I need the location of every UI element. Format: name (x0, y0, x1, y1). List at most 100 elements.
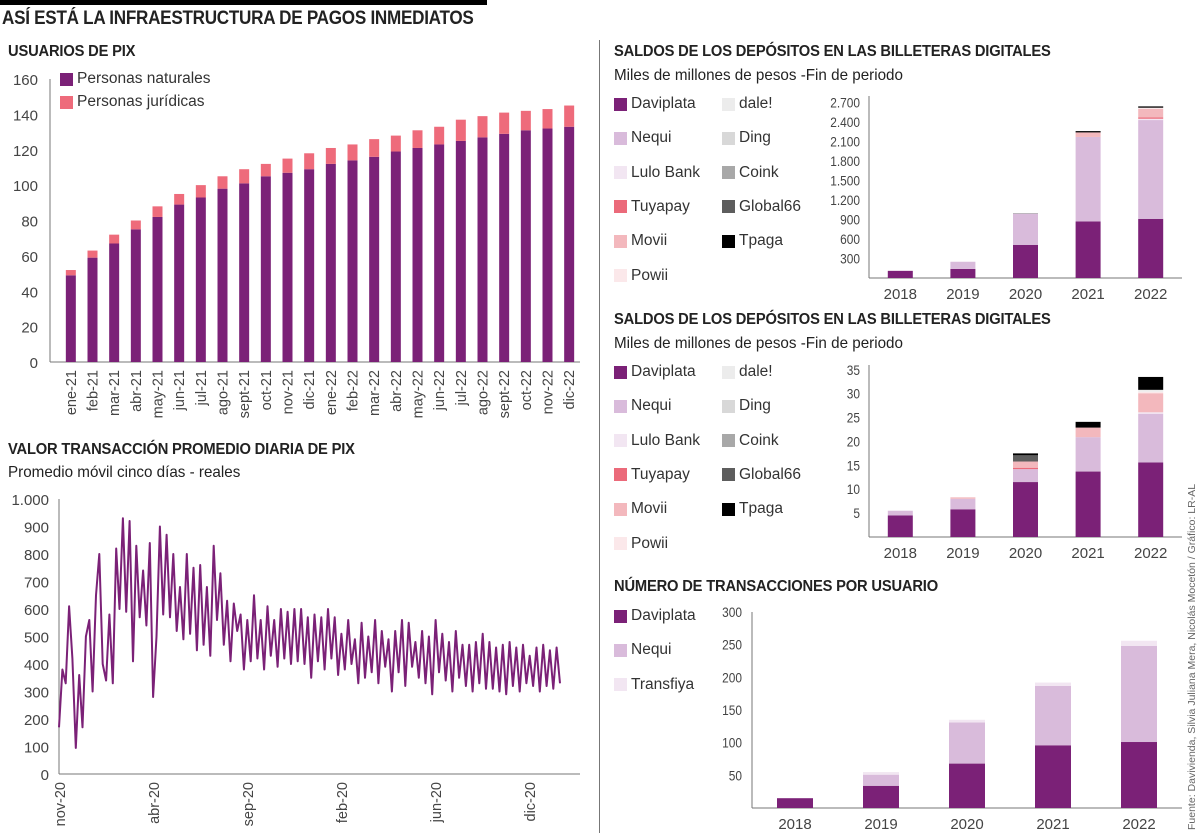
legend-swatch (614, 643, 627, 657)
y-tick-label: 150 (722, 702, 742, 718)
legend-item: Daviplata (614, 95, 696, 113)
legend-swatch (60, 72, 73, 86)
y-tick-label: 1.200 (830, 192, 860, 208)
legend-item: Nequi (614, 641, 672, 659)
x-tick-label: 2018 (884, 286, 917, 303)
bar-segment (87, 250, 98, 258)
x-tick-label: 2019 (864, 816, 897, 833)
bar-segment (1013, 467, 1038, 470)
bar-segment (887, 510, 913, 516)
bar-segment (863, 785, 899, 808)
legend-label: Lulo Bank (631, 163, 700, 181)
legend-item: Tpaga (722, 500, 783, 518)
legend-label: Nequi (631, 397, 672, 415)
bar-segment (1138, 391, 1164, 394)
bar-segment (282, 158, 293, 173)
legend-item: Tuyapay (614, 466, 690, 484)
x-tick-label: sep-20 (241, 782, 257, 826)
bar-segment (1035, 685, 1071, 746)
y-tick-label: 600 (840, 231, 860, 247)
legend-item: Coink (722, 164, 779, 182)
x-tick-label: 2022 (1134, 286, 1167, 303)
bar-segment (1075, 221, 1101, 278)
x-tick-label: ago-22 (476, 370, 492, 415)
y-tick-label: 100 (24, 740, 49, 757)
x-tick-label: nov-20 (53, 782, 69, 826)
legend-swatch (722, 434, 735, 448)
x-tick-label: dic-20 (523, 782, 539, 822)
bar-segment (949, 722, 985, 764)
bar-segment (1138, 109, 1164, 118)
y-tick-label: 1.000 (11, 492, 49, 509)
bar-segment (887, 515, 913, 537)
bar-segment (777, 798, 813, 808)
y-tick-label: 10 (847, 481, 860, 497)
bar-segment (950, 261, 976, 269)
bar-segment (1075, 427, 1101, 438)
x-tick-label: 2020 (950, 816, 983, 833)
x-tick-label: 2022 (1122, 816, 1155, 833)
x-tick-label: sept-21 (237, 370, 253, 418)
x-tick-label: mar-21 (107, 370, 123, 416)
y-tick-label: 2.100 (830, 134, 860, 150)
y-tick-label: 120 (13, 143, 38, 160)
x-tick-label: may-22 (411, 370, 427, 418)
bar-segment (239, 169, 250, 184)
y-tick-label: 100 (722, 735, 742, 751)
y-tick-label: 500 (24, 630, 49, 647)
x-tick-label: may-21 (151, 370, 167, 418)
legend-item: Coink (722, 432, 779, 450)
bar-segment (1138, 393, 1164, 413)
legend-label: Powii (631, 534, 669, 552)
y-tick-label: 2.400 (830, 114, 860, 130)
legend-swatch (614, 97, 627, 111)
y-tick-label: 50 (729, 767, 742, 783)
chart-subtitle-valor: Promedio móvil cinco días - reales (8, 464, 241, 481)
x-tick-label: dic-22 (562, 370, 578, 410)
y-tick-label: 80 (21, 214, 38, 231)
legend-item: Global66 (722, 198, 801, 216)
y-tick-label: 2.700 (830, 95, 860, 111)
x-tick-label: 2022 (1134, 545, 1167, 562)
y-tick-label: 20 (21, 320, 38, 337)
y-tick-label: 600 (24, 602, 49, 619)
x-tick-label: 2021 (1071, 545, 1104, 562)
bar-segment (1138, 218, 1164, 278)
chart-subtitle-saldos-b: Miles de millones de pesos -Fin de perio… (614, 335, 903, 352)
x-tick-label: jul-21 (194, 370, 210, 406)
legend-item: dale! (722, 95, 773, 113)
x-tick-label: oct-21 (259, 370, 275, 410)
y-tick-label: 5 (853, 505, 860, 521)
legend-item: Personas naturales (60, 70, 211, 88)
legend-swatch (614, 399, 627, 413)
bar-segment (390, 135, 401, 152)
chart-valor: 0 100 200 300 400 500 600 700 800 900 1.000 nov-20 a… (11, 492, 580, 826)
x-tick-label: 2019 (946, 286, 979, 303)
bar-segment (195, 185, 206, 198)
bar-segment (174, 193, 185, 205)
bar-segment (950, 509, 976, 537)
y-tick-label: 250 (722, 637, 742, 653)
bar-segment (1013, 213, 1038, 214)
legend-label: Coink (739, 431, 779, 449)
legend-item: dale! (722, 363, 773, 381)
bar-segment (109, 234, 120, 244)
legend-label: Personas jurídicas (77, 93, 205, 110)
bar-segment (564, 105, 575, 127)
bar-segment (369, 156, 380, 362)
y-tick-label: 35 (847, 362, 860, 378)
y-tick-label: 400 (24, 657, 49, 674)
bar-segment (564, 126, 575, 362)
bar-segment (1121, 742, 1157, 808)
bar-segment (863, 774, 899, 786)
bar-segment (1013, 453, 1038, 456)
bar-segment (1013, 461, 1038, 468)
chart-title-valor: VALOR TRANSACCIÓN PROMEDIO DIARIA DE PIX (8, 441, 355, 458)
legend-swatch (722, 365, 735, 379)
legend-swatch (614, 678, 627, 692)
legend-swatch (614, 609, 627, 623)
bar-segment (1138, 462, 1164, 537)
x-tick-label: 2021 (1071, 286, 1104, 303)
bar-segment (1138, 376, 1164, 390)
legend-item: Lulo Bank (614, 164, 700, 182)
